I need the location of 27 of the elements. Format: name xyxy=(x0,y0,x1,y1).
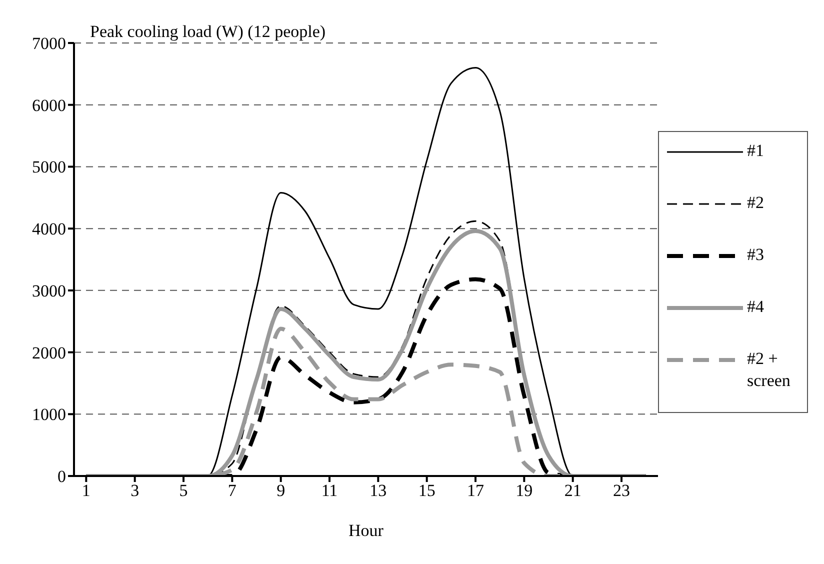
x-tick-label: 1 xyxy=(82,481,90,500)
x-tick-label: 19 xyxy=(516,481,533,500)
y-tick-label: 5000 xyxy=(32,158,66,177)
legend-label: #4 xyxy=(747,296,764,318)
y-tick-label: 3000 xyxy=(32,281,66,300)
x-tick-label: 21 xyxy=(564,481,582,500)
y-tick-label: 0 xyxy=(58,467,66,486)
x-tick-label: 5 xyxy=(179,481,188,500)
x-tick-label: 13 xyxy=(370,481,387,500)
legend-label: #2 xyxy=(747,192,764,214)
x-tick-label: 9 xyxy=(276,481,286,500)
y-tick-label: 2000 xyxy=(32,343,66,362)
x-tick-label: 15 xyxy=(418,481,436,500)
y-axis-title: Peak cooling load (W) (12 people) xyxy=(90,22,326,42)
y-tick-label: 7000 xyxy=(32,34,66,54)
x-tick-label: 11 xyxy=(321,481,338,500)
y-tick-label: 6000 xyxy=(32,96,66,115)
x-tick-label: 7 xyxy=(228,481,237,500)
x-tick-label: 17 xyxy=(467,481,484,500)
y-tick-label: 4000 xyxy=(32,220,66,239)
legend-label: #3 xyxy=(747,244,764,266)
legend-label: #1 xyxy=(747,140,764,162)
x-tick-label: 23 xyxy=(613,481,630,500)
legend-label: #2 + screen xyxy=(747,348,792,392)
x-tick-label: 3 xyxy=(130,481,140,500)
x-axis-title: Hour xyxy=(348,521,384,540)
y-tick-label: 1000 xyxy=(32,405,66,424)
